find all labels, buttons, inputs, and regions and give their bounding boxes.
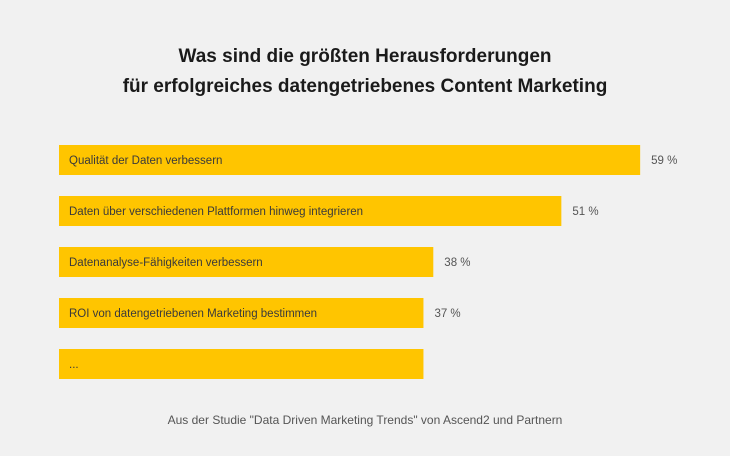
bar-label-1: Qualität der Daten verbessern: [69, 155, 222, 167]
value-label-1: 59 %: [651, 155, 677, 167]
value-label-2: 51 %: [572, 206, 598, 218]
bar-label-3: Datenanalyse-Fähigkeiten verbessern: [69, 257, 263, 269]
bar-2: [59, 196, 562, 226]
bar-label-4: ROI von datengetriebenen Marketing besti…: [69, 308, 317, 320]
bar-label-5: ...: [69, 359, 79, 371]
chart-title-line-2: für erfolgreiches datengetriebenes Conte…: [122, 76, 608, 97]
bar-1: [59, 145, 641, 175]
value-label-3: 38 %: [444, 257, 470, 269]
chart-title: Was sind die größten Herausforderungen f…: [0, 42, 730, 102]
bar-label-2: Daten über verschiedenen Plattformen hin…: [69, 206, 363, 218]
bar-4: [59, 298, 424, 328]
source-footnote: Aus der Studie "Data Driven Marketing Tr…: [167, 413, 563, 427]
value-label-4: 37 %: [434, 308, 460, 320]
bar-3: [59, 247, 434, 277]
bar-5: [59, 349, 424, 379]
chart-title-line-1: Was sind die größten Herausforderungen: [178, 46, 552, 67]
